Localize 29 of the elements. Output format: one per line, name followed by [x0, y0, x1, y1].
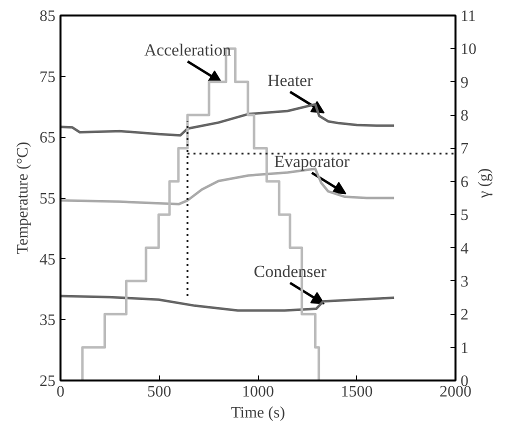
y-axis-title: Temperature (°C): [14, 142, 32, 254]
y2-tick-label: 9: [460, 74, 468, 92]
x-tick-label: 500: [147, 384, 172, 400]
y2-tick-label: 3: [460, 273, 468, 290]
y-tick-label: 65: [40, 130, 56, 147]
y-tick-label: 25: [40, 373, 56, 390]
x-axis-title: Time (s): [230, 404, 286, 422]
y2-tick-label: 11: [460, 8, 476, 25]
y2-tick-label: 6: [460, 174, 468, 191]
y2-tick-label: 4: [460, 240, 468, 258]
y2-tick-label: 1: [460, 340, 468, 357]
y-tick-label: 75: [40, 68, 56, 86]
y2-tick-label: 5: [460, 207, 468, 224]
y2-tick-label: 2: [460, 306, 468, 324]
y-tick-label: 55: [40, 190, 56, 208]
x-tick-label: 0: [56, 384, 64, 400]
x-tick-label: 1000: [242, 384, 274, 400]
annotation: Condenser: [254, 262, 327, 281]
annotation: Evaporator: [274, 152, 350, 171]
y2-tick-label: 8: [460, 108, 468, 125]
y2-tick-label: 10: [460, 41, 476, 58]
x-tick-label: 1500: [340, 384, 373, 400]
y2-axis-title: γ (g): [476, 168, 493, 199]
y-tick-label: 85: [40, 8, 56, 25]
annotation: Heater: [267, 70, 314, 90]
annotation: Acceleration: [144, 40, 232, 60]
y2-tick-label: 7: [460, 140, 468, 158]
y-tick-label: 45: [40, 251, 56, 268]
y-tick-label: 35: [40, 312, 56, 330]
